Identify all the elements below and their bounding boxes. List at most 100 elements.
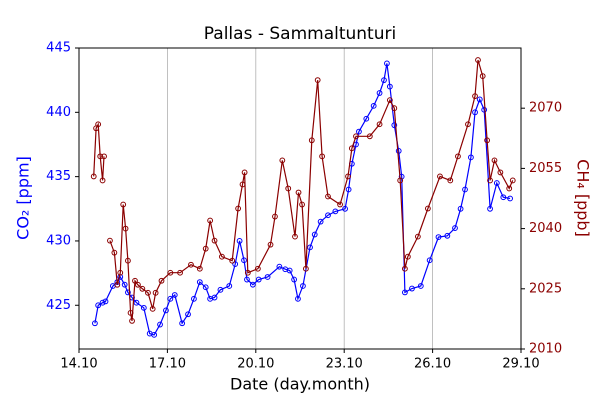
data-point xyxy=(332,208,339,215)
data-point xyxy=(207,217,214,224)
data-point xyxy=(151,331,158,338)
data-point xyxy=(491,157,498,164)
data-point xyxy=(345,173,351,180)
data-point xyxy=(506,185,513,192)
data-point xyxy=(211,294,218,301)
data-point xyxy=(308,137,315,144)
data-point xyxy=(167,269,174,276)
data-point xyxy=(484,137,491,144)
data-point xyxy=(447,177,454,184)
y-tick-label: 445 xyxy=(46,41,71,56)
data-point xyxy=(435,234,442,240)
data-point xyxy=(317,218,324,225)
data-point xyxy=(457,205,464,212)
data-point xyxy=(370,102,377,109)
chart-title: Pallas - Sammaltunturi xyxy=(204,24,396,44)
data-point xyxy=(386,83,393,90)
data-point xyxy=(244,269,251,276)
data-point xyxy=(366,133,373,140)
y2-tick-label: 2055 xyxy=(529,161,562,176)
y2-tick-label: 2070 xyxy=(529,101,562,116)
data-point xyxy=(404,253,411,260)
y2-tick-label: 2040 xyxy=(529,221,562,236)
data-point xyxy=(402,265,408,272)
data-point xyxy=(92,320,98,327)
data-point xyxy=(376,121,383,128)
data-point xyxy=(232,261,239,268)
data-point xyxy=(241,257,247,264)
data-point xyxy=(272,213,278,220)
data-point xyxy=(397,177,404,184)
x-tick-label: 20.10 xyxy=(237,357,274,372)
data-point xyxy=(145,289,151,296)
data-point xyxy=(302,265,309,272)
data-point xyxy=(286,267,293,274)
x-axis-label: Date (day.month) xyxy=(230,375,370,394)
data-point xyxy=(111,249,118,256)
data-point xyxy=(444,232,451,239)
y-tick-label: 435 xyxy=(46,169,71,184)
data-point xyxy=(345,186,352,193)
data-point xyxy=(292,233,298,240)
data-point xyxy=(395,148,402,154)
data-point xyxy=(295,295,301,302)
data-point xyxy=(507,195,513,202)
data-point xyxy=(319,153,326,160)
data-point xyxy=(255,276,262,283)
data-point xyxy=(188,261,194,268)
data-point xyxy=(99,299,106,306)
data-point xyxy=(191,295,197,302)
data-point xyxy=(311,231,318,238)
data-point xyxy=(497,169,504,176)
y-tick-label: 440 xyxy=(46,105,71,120)
x-tick-label: 26.10 xyxy=(414,357,451,372)
data-point xyxy=(314,77,321,84)
data-point xyxy=(102,298,109,305)
data-point xyxy=(158,277,165,284)
data-point xyxy=(133,299,140,306)
data-point xyxy=(135,281,141,288)
data-point xyxy=(127,309,134,316)
data-point xyxy=(295,189,302,196)
data-point xyxy=(117,269,124,276)
data-point xyxy=(120,201,127,208)
data-point xyxy=(325,193,331,200)
x-tick-label: 14.10 xyxy=(60,357,97,372)
data-point xyxy=(468,154,474,161)
x-tick-label: 29.10 xyxy=(502,357,539,372)
data-point xyxy=(129,318,135,324)
data-point xyxy=(99,177,106,184)
y-tick-label: 425 xyxy=(46,298,71,313)
data-point xyxy=(140,304,147,311)
data-point xyxy=(211,237,218,244)
data-point xyxy=(196,265,203,272)
data-point xyxy=(452,225,458,231)
data-point xyxy=(97,153,104,160)
data-point xyxy=(391,122,398,129)
data-point xyxy=(356,128,362,135)
data-point xyxy=(177,269,183,276)
series-line xyxy=(93,59,514,322)
data-point xyxy=(487,177,493,184)
data-point xyxy=(462,186,468,193)
data-point xyxy=(254,265,261,272)
data-point xyxy=(152,289,159,296)
data-point xyxy=(244,276,250,283)
data-point xyxy=(291,276,298,283)
data-point xyxy=(325,212,331,219)
data-point xyxy=(348,145,355,152)
data-point xyxy=(236,238,243,244)
data-point xyxy=(493,180,500,186)
data-point xyxy=(122,225,129,232)
data-point xyxy=(381,77,387,84)
data-point xyxy=(475,57,481,63)
data-point xyxy=(402,289,408,296)
data-point xyxy=(465,121,471,128)
data-point xyxy=(139,285,146,292)
data-point xyxy=(179,320,186,327)
data-point xyxy=(90,173,97,180)
data-point xyxy=(132,277,138,284)
data-point xyxy=(226,283,233,289)
data-point xyxy=(267,241,274,248)
